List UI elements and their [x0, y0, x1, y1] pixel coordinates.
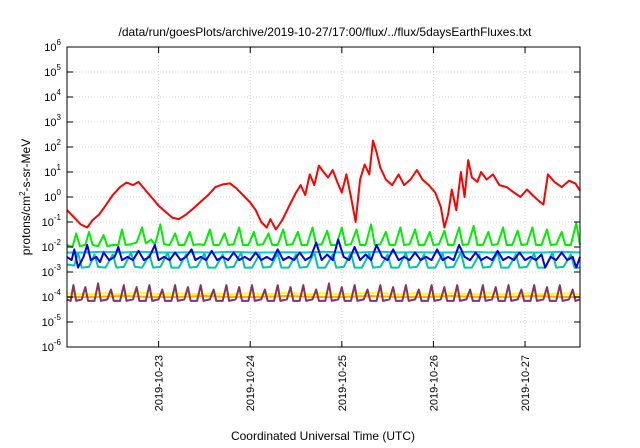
- y-axis-label-pre: protons/cm: [19, 196, 33, 255]
- y-tick-base: 10: [44, 117, 56, 129]
- y-tick-exp: 5: [57, 63, 62, 72]
- y-axis-label: protons/cm2-s-sr-MeV: [18, 139, 33, 255]
- y-tick-label: 10-1: [42, 213, 62, 229]
- x-tick-label: 2019-10-25: [337, 355, 349, 411]
- y-tick-label: 100: [44, 188, 61, 204]
- x-tick-label: 2019-10-23: [154, 355, 166, 411]
- y-tick-exp: 0: [57, 188, 62, 197]
- chart-title: /data/run/goesPlots/archive/2019-10-27/1…: [119, 25, 533, 39]
- ticks-layer: 10-610-510-410-310-210-11001011021031041…: [42, 38, 580, 411]
- series-line-8: [66, 282, 581, 302]
- y-tick-base: 10: [44, 192, 56, 204]
- y-tick-base: 10: [42, 292, 54, 304]
- y-tick-base: 10: [44, 142, 56, 154]
- y-tick-label: 10-6: [42, 338, 62, 354]
- y-tick-exp: -5: [54, 313, 62, 322]
- y-tick-label: 10-5: [42, 313, 62, 329]
- x-tick-label: 2019-10-26: [428, 355, 440, 411]
- y-tick-base: 10: [44, 167, 56, 179]
- y-tick-exp: -6: [54, 338, 62, 347]
- y-tick-base: 10: [44, 67, 56, 79]
- y-tick-label: 105: [44, 63, 61, 79]
- series-line-1: [66, 139, 581, 231]
- series-line-6: [66, 291, 581, 296]
- y-axis-label-sup: 2: [18, 191, 27, 196]
- y-tick-base: 10: [42, 267, 54, 279]
- y-tick-base: 10: [44, 92, 56, 104]
- series-line-3: [67, 250, 581, 254]
- y-tick-base: 10: [42, 242, 54, 254]
- y-tick-label: 10-4: [42, 288, 62, 304]
- y-tick-exp: -2: [54, 238, 62, 247]
- y-tick-label: 102: [44, 138, 61, 154]
- y-tick-label: 10-3: [42, 263, 62, 279]
- y-tick-label: 106: [44, 38, 61, 54]
- y-axis-label-post: -s-sr-MeV: [19, 139, 33, 192]
- y-tick-exp: -3: [54, 263, 62, 272]
- y-tick-label: 104: [44, 88, 61, 104]
- y-tick-base: 10: [42, 342, 54, 354]
- y-tick-base: 10: [42, 217, 54, 229]
- y-tick-exp: -4: [54, 288, 62, 297]
- series-line-7: [67, 295, 580, 298]
- y-tick-exp: -1: [54, 213, 62, 222]
- y-tick-label: 101: [44, 163, 61, 179]
- series-layer: [66, 139, 581, 302]
- plot-frame: [66, 46, 581, 348]
- x-axis-label: Coordinated Universal Time (UTC): [231, 429, 415, 443]
- series-line-5: [66, 238, 581, 269]
- y-tick-label: 10-2: [42, 238, 62, 254]
- y-tick-base: 10: [42, 317, 54, 329]
- x-tick-label: 2019-10-27: [520, 355, 532, 411]
- series-line-2: [66, 222, 581, 248]
- grid-layer: [67, 47, 580, 347]
- y-tick-exp: 2: [57, 138, 62, 147]
- x-tick-label: 2019-10-24: [245, 355, 257, 411]
- y-tick-exp: 3: [57, 113, 62, 122]
- y-tick-exp: 1: [57, 163, 62, 172]
- y-tick-exp: 4: [57, 88, 62, 97]
- y-tick-exp: 6: [57, 38, 62, 47]
- y-tick-label: 103: [44, 113, 61, 129]
- y-tick-base: 10: [44, 42, 56, 54]
